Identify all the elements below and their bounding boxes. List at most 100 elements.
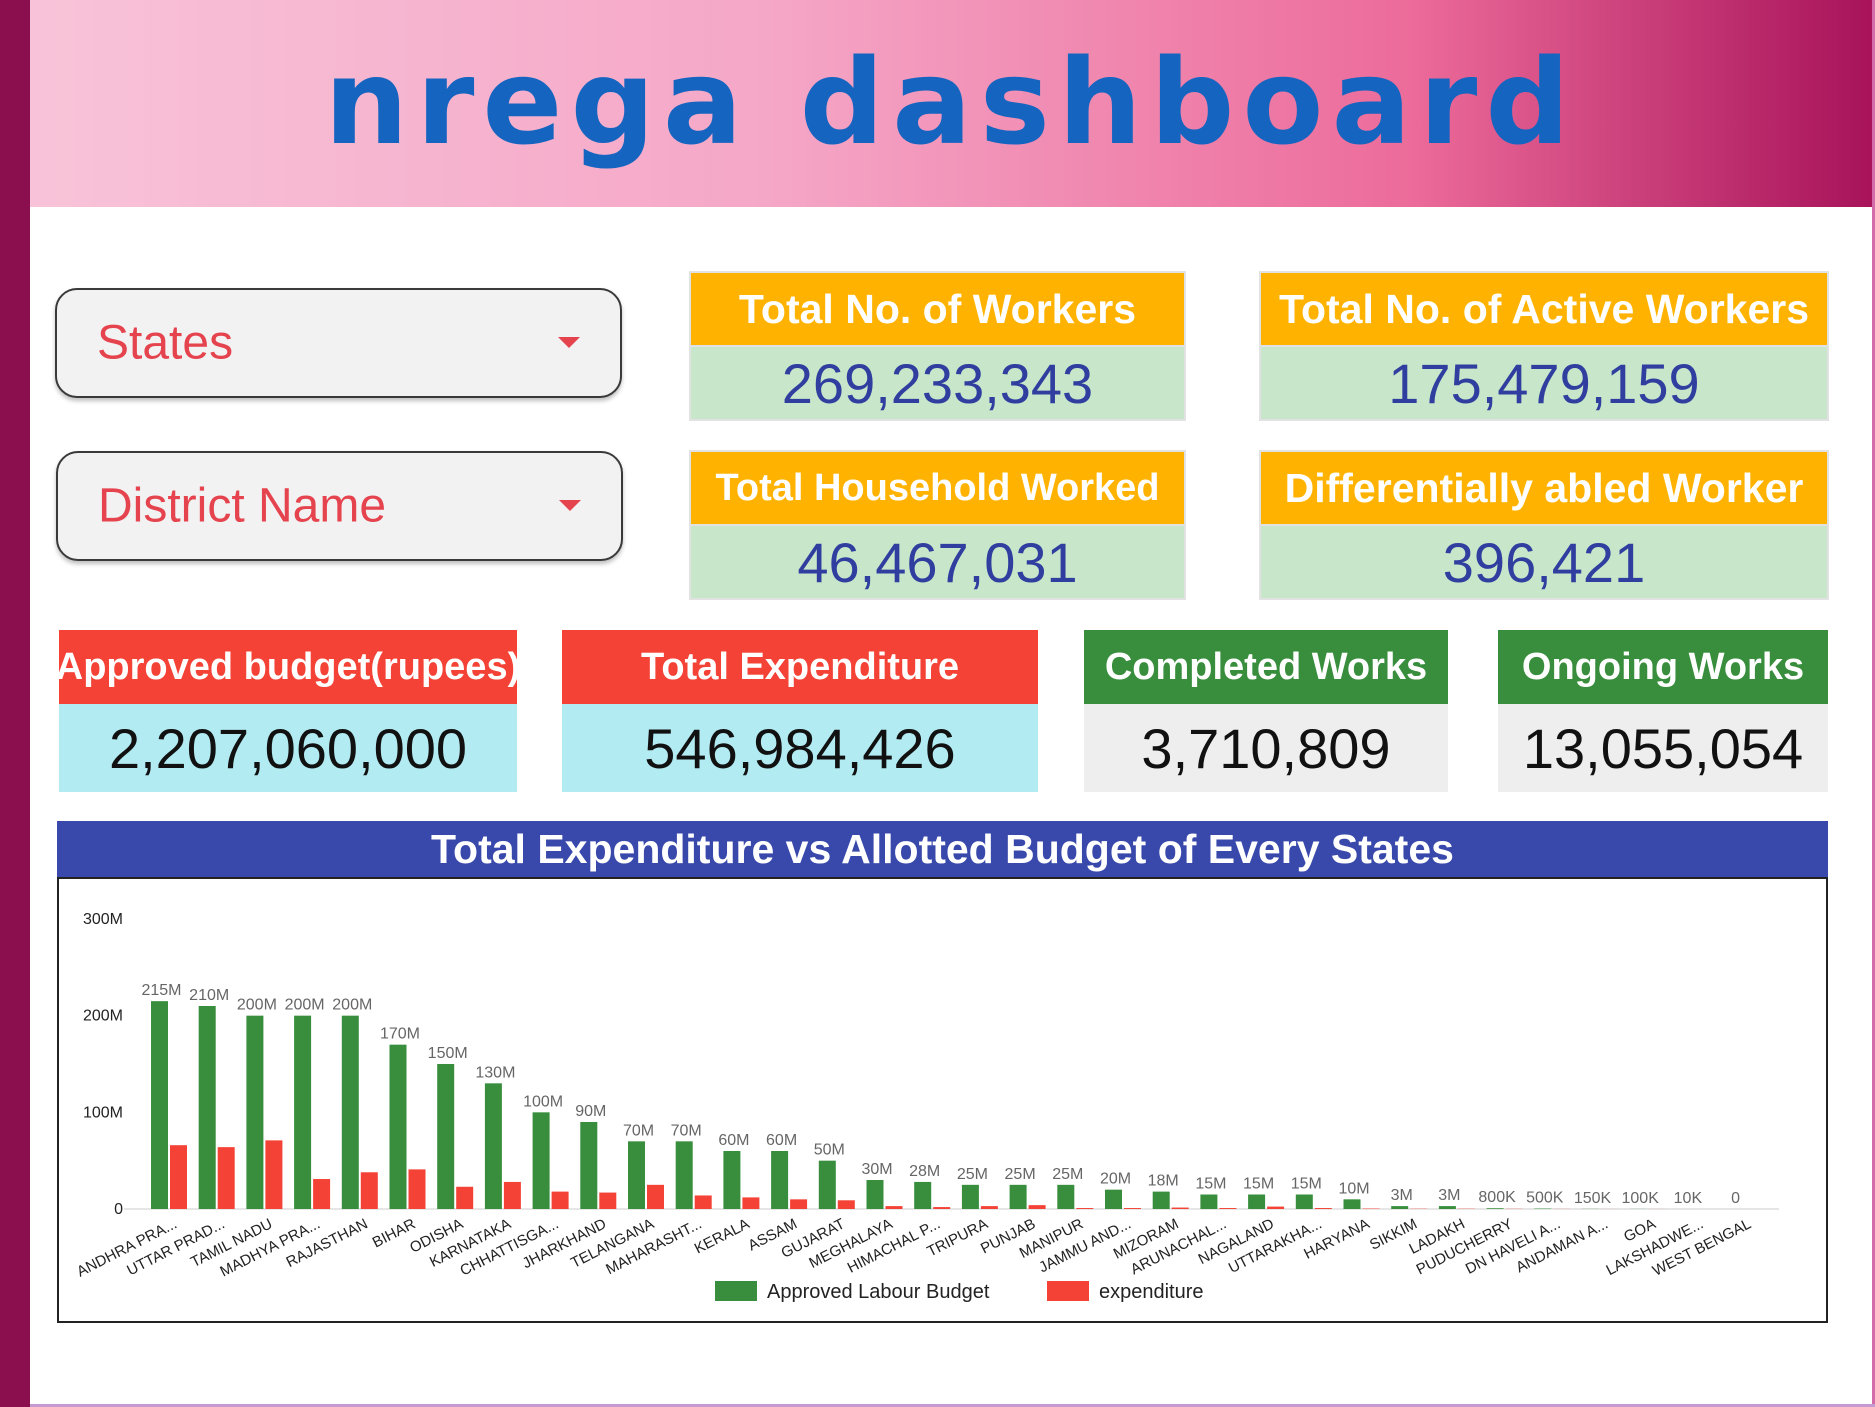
approved-bar [1295,1194,1313,1209]
expenditure-bar [456,1186,474,1209]
kpi-label: Completed Works [1084,630,1448,704]
data-label: 28M [909,1163,940,1180]
data-label: 3M [1391,1187,1413,1204]
approved-bar [294,1015,312,1209]
kpi-active-workers: Total No. of Active Workers 175,479,159 [1259,271,1829,421]
budget-expenditure-chart: 0 100M 200M 300M 215M ANDHRA PRA... 210M UTTAR … [57,877,1828,1323]
expenditure-bar [1028,1205,1046,1209]
kpi-value: 46,467,031 [689,524,1186,600]
kpi-label: Total Household Worked [689,450,1186,524]
kpi-value: 3,710,809 [1084,704,1448,792]
states-dropdown[interactable]: States [55,288,622,398]
y-tick-label: 200M [83,1008,123,1025]
expenditure-bar [313,1179,331,1209]
data-label: 60M [718,1132,749,1149]
data-label: 150M [428,1045,468,1062]
data-label: 70M [623,1122,654,1139]
data-label: 200M [237,997,277,1014]
chevron-down-icon [559,500,581,511]
data-label: 150K [1574,1190,1612,1207]
expenditure-bar [1124,1208,1141,1209]
data-label: 215M [141,982,181,999]
data-label: 25M [957,1166,988,1183]
kpi-approved-budget: Approved budget(rupees) 2,207,060,000 [56,630,520,792]
data-label: 200M [332,997,372,1014]
data-label: 200M [285,997,325,1014]
states-dropdown-label: States [97,316,234,370]
data-label: 500K [1526,1190,1564,1207]
approved-bar [1391,1206,1409,1209]
legend-label-approved: Approved Labour Budget [767,1281,990,1303]
approved-bar [914,1181,932,1209]
y-tick-label: 300M [83,911,123,928]
approved-bar [1248,1194,1266,1209]
data-label: 15M [1291,1176,1322,1193]
page-title: Nrega Dashboard [324,32,1578,171]
data-label: 18M [1148,1173,1179,1190]
expenditure-bar [217,1147,235,1209]
expenditure-bar [790,1199,808,1209]
y-tick-label: 0 [114,1201,123,1218]
left-accent-bar [0,0,30,1407]
approved-bar [1105,1189,1122,1209]
approved-bar [818,1160,836,1209]
data-label: 30M [861,1161,892,1178]
approved-bar [723,1151,741,1209]
kpi-value: 269,233,343 [689,345,1186,421]
kpi-total-workers: Total No. of Workers 269,233,343 [689,271,1186,421]
kpi-label: Ongoing Works [1498,630,1828,704]
data-label: 10M [1338,1180,1369,1197]
approved-bar [1057,1184,1075,1209]
approved-bar [484,1083,502,1209]
expenditure-bar [1219,1208,1237,1209]
expenditure-bar [1171,1207,1189,1209]
data-label: 90M [575,1103,606,1120]
approved-bar [389,1044,407,1209]
expenditure-bar [1314,1208,1332,1209]
expenditure-bar [1076,1208,1094,1209]
district-dropdown[interactable]: District Name [56,451,623,561]
kpi-differently-abled: Differentially abled Worker 396,421 [1259,450,1829,600]
chevron-down-icon [558,337,580,348]
expenditure-bar [265,1140,283,1209]
approved-bar [1486,1208,1504,1209]
expenditure-bar [647,1184,664,1209]
approved-bar [866,1180,884,1209]
data-label: 15M [1243,1176,1274,1193]
chart-title: Total Expenditure vs Allotted Budget of … [57,821,1828,877]
expenditure-bar [1267,1206,1285,1209]
x-tick-label: KERALA [692,1215,752,1257]
approved-bar [580,1122,598,1209]
data-label: 130M [475,1064,515,1081]
kpi-ongoing-works: Ongoing Works 13,055,054 [1498,630,1828,792]
legend-label-expenditure: expenditure [1099,1281,1204,1303]
data-label: 10K [1674,1190,1703,1207]
data-label: 25M [1052,1166,1083,1183]
expenditure-bar [170,1145,187,1209]
header-banner: Nrega Dashboard [30,0,1872,207]
data-label: 20M [1100,1171,1131,1188]
expenditure-bar [360,1172,378,1209]
approved-bar [1343,1199,1361,1209]
kpi-completed-works: Completed Works 3,710,809 [1084,630,1448,792]
kpi-value: 175,479,159 [1259,345,1829,421]
right-accent-bar [1872,0,1875,1407]
expenditure-bar [503,1181,521,1209]
kpi-label: Total No. of Active Workers [1259,271,1829,345]
data-label: 0 [1731,1190,1740,1207]
kpi-household-worked: Total Household Worked 46,467,031 [689,450,1186,600]
legend-swatch-approved [715,1281,757,1301]
approved-bar [246,1015,264,1209]
approved-bar [198,1006,216,1209]
kpi-value: 13,055,054 [1498,704,1828,792]
legend-swatch-expenditure [1047,1281,1089,1301]
approved-bar [961,1184,979,1209]
kpi-label: Differentially abled Worker [1259,450,1829,524]
approved-bar [1200,1194,1218,1209]
kpi-label: Total No. of Workers [689,271,1186,345]
kpi-value: 546,984,426 [562,704,1038,792]
approved-bar [1009,1184,1027,1209]
data-label: 3M [1438,1187,1460,1204]
kpi-value: 2,207,060,000 [59,704,517,792]
approved-bar [628,1141,645,1209]
